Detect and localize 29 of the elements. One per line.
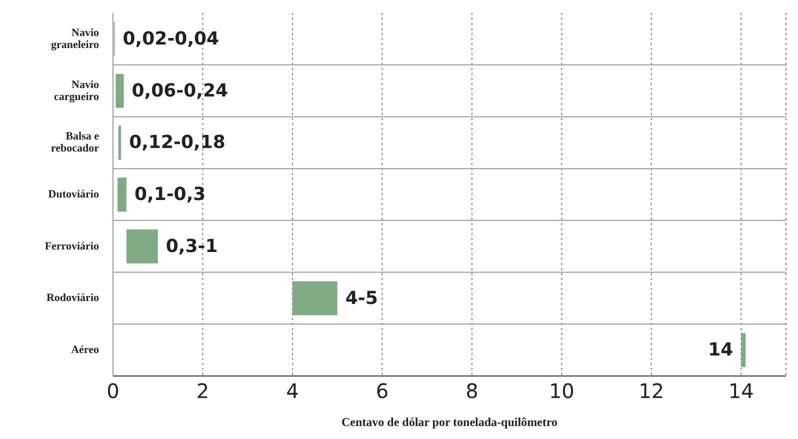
y-tick-label: Navio graneleiro	[50, 26, 100, 51]
y-tick-label: Aéreo	[71, 344, 100, 356]
x-tick-label: 2	[196, 379, 210, 404]
x-tick-label: 14	[728, 379, 754, 404]
x-tick-label: 6	[376, 379, 389, 404]
data-label: 4-5	[345, 288, 378, 309]
x-tick-label: 8	[466, 379, 478, 404]
bar	[292, 281, 338, 316]
data-label: 0,12-0,18	[129, 132, 226, 154]
data-label: 0,3-1	[166, 236, 218, 257]
x-tick-label: 12	[638, 379, 664, 404]
x-tick-label: 0	[106, 379, 120, 404]
bar	[116, 74, 124, 108]
y-tick-label: Ferroviário	[44, 240, 100, 252]
bar	[118, 126, 122, 160]
data-label: 0,06-0,24	[132, 80, 228, 102]
bar	[741, 333, 746, 368]
y-tick-label: Dutoviário	[48, 188, 100, 200]
data-label: 0,02-0,04	[122, 28, 220, 50]
x-tick-label: 4	[286, 379, 299, 404]
data-label: 14	[708, 340, 734, 361]
y-tick-label: Balsa e rebocador	[50, 130, 100, 155]
bar	[126, 229, 158, 264]
bar	[117, 178, 126, 212]
x-tick-label: 10	[548, 379, 574, 404]
y-tick-label: Navio cargueiro	[54, 78, 100, 103]
data-label: 0,1-0,3	[134, 184, 206, 206]
y-tick-label: Rodoviário	[46, 292, 100, 304]
x-axis-title: Centavo de dólar por tonelada-quilômetro	[341, 415, 558, 429]
